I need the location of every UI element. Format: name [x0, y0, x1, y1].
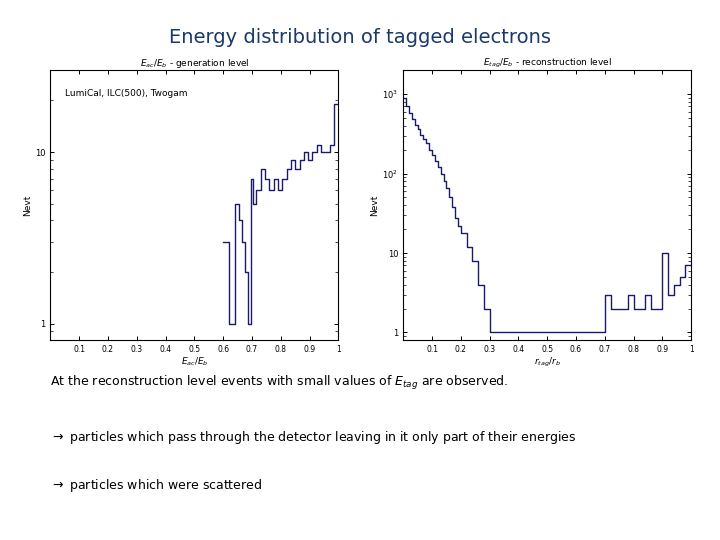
Text: $\rightarrow$ particles which pass through the detector leaving in it only part : $\rightarrow$ particles which pass throu… [50, 429, 577, 446]
Text: $\rightarrow$ particles which were scattered: $\rightarrow$ particles which were scatt… [50, 477, 263, 495]
Y-axis label: Nevt: Nevt [371, 194, 379, 216]
X-axis label: $E_{ac}/E_b$: $E_{ac}/E_b$ [181, 355, 208, 368]
Text: At the reconstruction level events with small values of $E_{tag}$ are observed.: At the reconstruction level events with … [50, 374, 508, 393]
Title: $E_{tag}/E_b$ - reconstruction level: $E_{tag}/E_b$ - reconstruction level [482, 57, 612, 70]
Text: Energy distribution of tagged electrons: Energy distribution of tagged electrons [169, 28, 551, 48]
Y-axis label: Nevt: Nevt [23, 194, 32, 216]
Text: LumiCal, ILC(500), Twogam: LumiCal, ILC(500), Twogam [65, 89, 187, 98]
X-axis label: $r_{tag}/r_b$: $r_{tag}/r_b$ [534, 355, 561, 368]
Title: $E_{ac}/E_b$ - generation level: $E_{ac}/E_b$ - generation level [140, 57, 249, 70]
